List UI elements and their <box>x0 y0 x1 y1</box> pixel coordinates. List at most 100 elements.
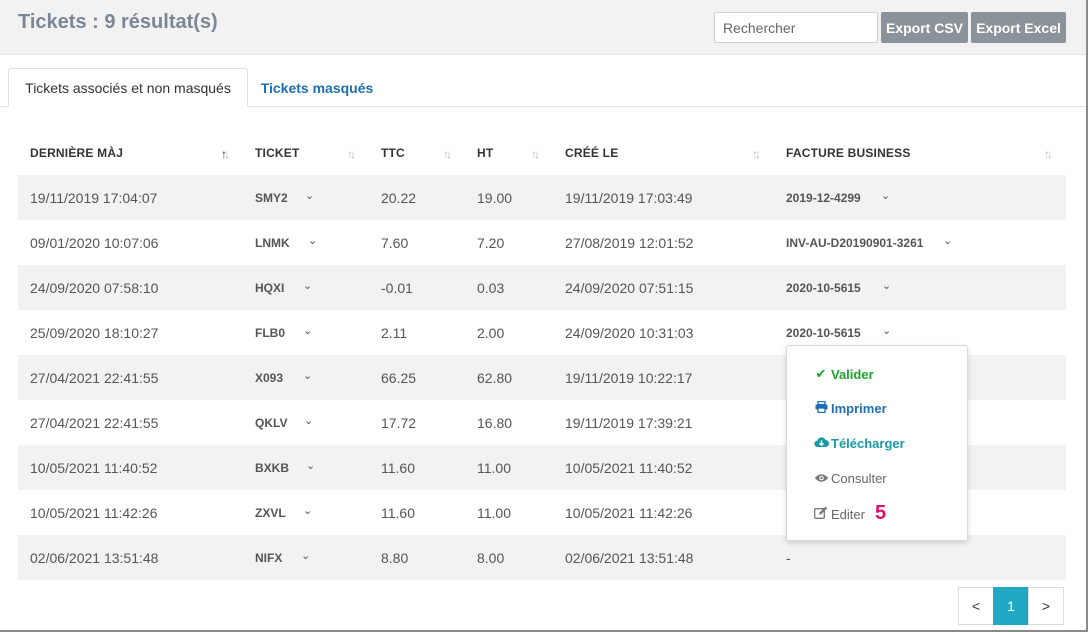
cell-maj: 10/05/2021 11:42:26 <box>30 505 158 521</box>
column-header-ttc[interactable]: TTC <box>381 146 405 160</box>
pagination: < 1 > <box>958 587 1064 625</box>
column-header-facture[interactable]: FACTURE BUSINESS <box>786 146 911 160</box>
cell-maj: 10/05/2021 11:40:52 <box>30 460 158 476</box>
cell-ttc: 66.25 <box>381 370 417 386</box>
page-button-current[interactable]: 1 <box>993 587 1029 625</box>
table-row[interactable]: 19/11/2019 17:04:07 SMY2 ⌄ 20.22 19.00 1… <box>18 175 1066 220</box>
cell-facture: 2020-10-5615 <box>786 326 861 340</box>
table-row[interactable]: 10/05/2021 11:42:26 ZXVL ⌄ 11.60 11.00 1… <box>18 490 1066 535</box>
chevron-down-icon[interactable]: ⌄ <box>882 280 892 292</box>
cell-ttc: 7.60 <box>381 235 409 251</box>
menu-item-valider[interactable]: ✔ Valider <box>813 366 874 382</box>
cell-ht: 0.03 <box>477 280 505 296</box>
chevron-down-icon[interactable]: ⌄ <box>305 190 315 202</box>
cell-ticket: FLB0 <box>255 326 285 340</box>
next-page-button[interactable]: > <box>1028 587 1064 625</box>
table-row[interactable]: 27/04/2021 22:41:55 QKLV ⌄ 17.72 16.80 1… <box>18 400 1066 445</box>
sort-icon[interactable]: ↑↓ <box>347 147 356 161</box>
cell-cree: 24/09/2020 07:51:15 <box>565 280 694 296</box>
cell-maj: 09/01/2020 10:07:06 <box>30 235 159 251</box>
column-header-ht[interactable]: HT <box>477 146 494 160</box>
chevron-down-icon[interactable]: ⌄ <box>301 550 311 562</box>
chevron-down-icon[interactable]: ⌄ <box>303 370 313 382</box>
cell-ticket: SMY2 <box>255 191 288 205</box>
sort-icon[interactable]: ↑↓ <box>531 147 540 161</box>
printer-icon <box>813 400 829 416</box>
menu-item-editer[interactable]: Editer <box>813 506 865 522</box>
cell-ticket: ZXVL <box>255 506 286 520</box>
export-csv-button[interactable]: Export CSV <box>881 12 968 43</box>
cell-facture: 2019-12-4299 <box>786 191 861 205</box>
tab-associated-tickets[interactable]: Tickets associés et non masqués <box>8 68 248 107</box>
cell-ht: 8.00 <box>477 550 505 566</box>
table-header: DERNIÈRE MÀJ ↑↓ TICKET ↑↓ TTC ↑↓ HT ↑↓ C… <box>18 132 1066 175</box>
chevron-down-icon[interactable]: ⌄ <box>306 460 316 472</box>
sort-icon[interactable]: ↑↓ <box>752 147 761 161</box>
chevron-down-icon[interactable]: ⌄ <box>303 280 313 292</box>
cloud-download-icon <box>813 436 829 451</box>
column-header-ticket[interactable]: TICKET <box>255 146 300 160</box>
cell-ticket: NIFX <box>255 551 283 565</box>
menu-item-label: Valider <box>831 366 874 382</box>
table-row[interactable]: 09/01/2020 10:07:06 LNMK ⌄ 7.60 7.20 27/… <box>18 220 1066 265</box>
cell-maj: 25/09/2020 18:10:27 <box>30 325 159 341</box>
menu-item-consulter[interactable]: Consulter <box>813 471 887 486</box>
cell-ht: 11.00 <box>477 505 511 521</box>
menu-item-telecharger[interactable]: Télécharger <box>813 436 905 451</box>
page-header: Tickets : 9 résultat(s) Export CSV Expor… <box>0 0 1086 55</box>
cell-ticket: HQXI <box>255 281 285 295</box>
chevron-down-icon[interactable]: ⌄ <box>943 235 953 247</box>
sort-icon[interactable]: ↑↓ <box>443 147 452 161</box>
table-row[interactable]: 24/09/2020 07:58:10 HQXI ⌄ -0.01 0.03 24… <box>18 265 1066 310</box>
chevron-down-icon[interactable]: ⌄ <box>882 325 892 337</box>
cell-facture: INV-AU-D20190901-3261 <box>786 236 924 250</box>
table-row[interactable]: 25/09/2020 18:10:27 FLB0 ⌄ 2.11 2.00 24/… <box>18 310 1066 355</box>
cell-ht: 19.00 <box>477 190 513 206</box>
chevron-down-icon[interactable]: ⌄ <box>881 190 891 202</box>
cell-ticket: QKLV <box>255 416 288 430</box>
cell-ticket: X093 <box>255 371 284 385</box>
cell-maj: 27/04/2021 22:41:55 <box>30 370 159 386</box>
menu-item-label: Télécharger <box>831 436 905 451</box>
cell-cree: 19/11/2019 17:39:21 <box>565 415 693 431</box>
cell-ticket: BXKB <box>255 461 290 475</box>
chevron-down-icon[interactable]: ⌄ <box>303 505 313 517</box>
menu-item-imprimer[interactable]: Imprimer <box>813 400 887 416</box>
cell-maj: 02/06/2021 13:51:48 <box>30 550 159 566</box>
cell-ht: 2.00 <box>477 325 505 341</box>
cell-ttc: -0.01 <box>381 280 413 296</box>
cell-ht: 11.00 <box>477 460 511 476</box>
check-icon: ✔ <box>815 366 827 381</box>
cell-ht: 7.20 <box>477 235 505 251</box>
eye-icon <box>813 471 829 486</box>
sort-icon[interactable]: ↑↓ <box>221 147 230 161</box>
cell-cree: 02/06/2021 13:51:48 <box>565 550 694 566</box>
cell-cree: 19/11/2019 17:03:49 <box>565 190 693 206</box>
chevron-down-icon[interactable]: ⌄ <box>304 415 314 427</box>
cell-ttc: 11.60 <box>381 505 415 521</box>
sort-icon[interactable]: ↑↓ <box>1044 147 1053 161</box>
cell-ttc: 2.11 <box>381 325 408 341</box>
cell-ht: 62.80 <box>477 370 513 386</box>
prev-page-button[interactable]: < <box>958 587 994 625</box>
export-excel-button[interactable]: Export Excel <box>971 12 1066 43</box>
menu-item-label: Editer <box>831 506 865 522</box>
column-header-cree[interactable]: CRÉÉ LE <box>565 146 619 160</box>
column-header-maj[interactable]: DERNIÈRE MÀJ <box>30 146 124 160</box>
cell-maj: 19/11/2019 17:04:07 <box>30 190 158 206</box>
cell-cree: 19/11/2019 10:22:17 <box>565 370 693 386</box>
menu-item-label: Consulter <box>831 471 887 486</box>
table-row[interactable]: 02/06/2021 13:51:48 NIFX ⌄ 8.80 8.00 02/… <box>18 535 1066 580</box>
cell-cree: 27/08/2019 12:01:52 <box>565 235 694 251</box>
search-input[interactable] <box>714 12 878 43</box>
page-title: Tickets : 9 résultat(s) <box>18 11 218 33</box>
cell-cree: 10/05/2021 11:42:26 <box>565 505 693 521</box>
cell-cree: 10/05/2021 11:40:52 <box>565 460 693 476</box>
tab-hidden-tickets[interactable]: Tickets masqués <box>260 79 374 96</box>
chevron-down-icon[interactable]: ⌄ <box>303 325 313 337</box>
cell-ticket: LNMK <box>255 236 290 250</box>
invoice-actions-menu: ✔ Valider Imprimer Télécharger Consulter <box>786 345 968 541</box>
chevron-down-icon[interactable]: ⌄ <box>308 235 318 247</box>
cell-maj: 24/09/2020 07:58:10 <box>30 280 159 296</box>
